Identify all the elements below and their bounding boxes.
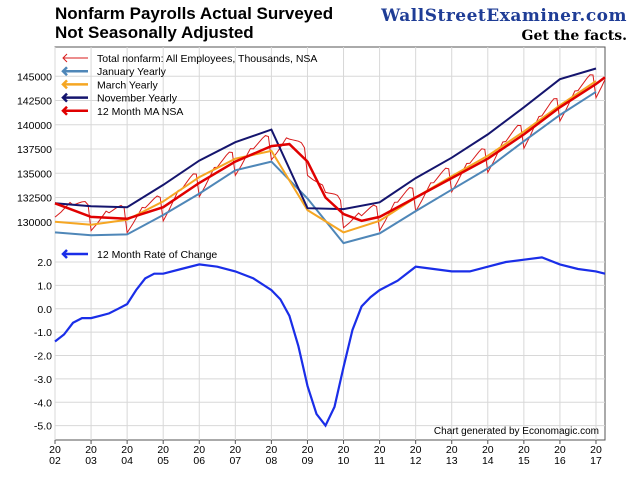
legend-arrow-ma <box>61 105 68 116</box>
y-tick-label-lower: -2.0 <box>34 351 52 363</box>
grid <box>54 47 605 440</box>
x-tick-label: 20 <box>49 444 61 456</box>
series-line-roc <box>54 256 606 428</box>
y-tick-label-lower: 0.0 <box>37 304 52 316</box>
x-tick-label: 11 <box>374 455 385 467</box>
x-tick-label: 20 <box>121 444 133 456</box>
legend-label-january: January Yearly <box>97 66 167 78</box>
brand-tagline: Get the facts. <box>521 28 627 44</box>
y-tick-label-lower: -3.0 <box>34 374 52 386</box>
x-tick-label: 05 <box>157 455 169 467</box>
plot-frame <box>54 46 606 441</box>
x-tick-label: 20 <box>266 444 278 456</box>
x-tick-label: 13 <box>446 455 458 467</box>
y-tick-label-upper: 135000 <box>17 168 52 180</box>
x-tick-label: 03 <box>85 455 97 467</box>
legend-arrow-november <box>61 92 68 103</box>
x-tick-label: 20 <box>338 444 350 456</box>
legend-arrow-january <box>61 66 68 77</box>
y-tick-label-upper: 137500 <box>17 144 52 156</box>
x-tick-label: 12 <box>410 455 422 467</box>
x-tick-label: 20 <box>482 444 494 456</box>
x-tick-label: 17 <box>590 455 602 467</box>
x-tick-label: 15 <box>518 455 530 467</box>
x-tick-label: 20 <box>518 444 530 456</box>
upper-series <box>54 67 606 245</box>
legend: Total nonfarm: All Employees, Thousands,… <box>61 53 317 118</box>
legend-arrow-roc <box>61 249 68 259</box>
y-tick-label-lower: -1.0 <box>34 327 52 339</box>
title-line-2: Not Seasonally Adjusted <box>55 23 254 42</box>
x-tick-label: 20 <box>302 444 314 456</box>
brand-block: WallStreetExaminer.com Get the facts. <box>381 6 627 44</box>
x-tick-label: 07 <box>229 455 241 467</box>
y-tick-label-upper: 142500 <box>17 96 52 108</box>
x-tick-label: 20 <box>554 444 566 456</box>
y-tick-label-upper: 132500 <box>17 193 52 205</box>
y-tick-label-lower: -5.0 <box>34 421 52 433</box>
x-tick-label: 20 <box>446 444 458 456</box>
x-tick-label: 20 <box>157 444 169 456</box>
x-tick-label: 09 <box>302 455 314 467</box>
x-tick-label: 10 <box>338 455 350 467</box>
y-tick-label-upper: 145000 <box>17 71 52 83</box>
x-tick-label: 06 <box>193 455 205 467</box>
y-tick-label-upper: 140000 <box>17 120 52 132</box>
series-line-march <box>54 80 597 234</box>
series-line-total <box>54 74 606 235</box>
series-line-november <box>54 67 597 211</box>
x-tick-label: 04 <box>121 455 133 467</box>
legend-label-november: November Yearly <box>97 93 178 105</box>
legend-label-total: Total nonfarm: All Employees, Thousands,… <box>97 53 317 65</box>
series-line-ma <box>54 76 606 223</box>
x-tick-label: 20 <box>590 444 602 456</box>
x-tick-label: 20 <box>85 444 97 456</box>
x-tick-label: 02 <box>49 455 61 467</box>
x-tick-label: 08 <box>266 455 278 467</box>
legend-label-roc: 12 Month Rate of Change <box>97 249 217 261</box>
y-tick-label-upper: 130000 <box>17 217 52 229</box>
legend-arrow-total <box>62 53 68 63</box>
title-line-1: Nonfarm Payrolls Actual Surveyed <box>55 4 334 23</box>
y-tick-label-lower: -4.0 <box>34 397 52 409</box>
x-tick-label: 20 <box>193 444 205 456</box>
x-tick-label: 20 <box>374 444 386 456</box>
legend-arrow-march <box>61 79 68 90</box>
x-tick-label: 20 <box>410 444 422 456</box>
brand-name: WallStreetExaminer.com <box>381 6 627 26</box>
chart-credit: Chart generated by Economagic.com <box>434 426 599 437</box>
chart-title: Nonfarm Payrolls Actual Surveyed Not Sea… <box>55 4 333 42</box>
x-tick-label: 16 <box>554 455 566 467</box>
legend-label-march: March Yearly <box>97 79 158 91</box>
x-tick-label: 20 <box>229 444 241 456</box>
legend-label-ma: 12 Month MA NSA <box>97 106 183 118</box>
y-tick-label-lower: 2.0 <box>37 257 52 269</box>
y-tick-label-lower: 1.0 <box>37 280 52 292</box>
x-tick-label: 14 <box>482 455 494 467</box>
